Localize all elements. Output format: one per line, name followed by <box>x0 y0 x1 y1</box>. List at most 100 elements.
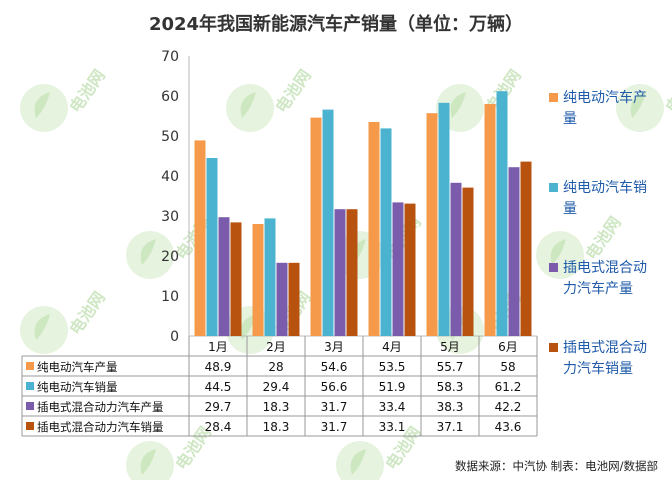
table-cell: 18.3 <box>263 400 290 414</box>
bar <box>520 161 532 336</box>
bar <box>438 102 450 336</box>
bar <box>194 140 206 336</box>
bar <box>426 113 438 336</box>
legend-label: 量 <box>563 111 577 127</box>
x-tick-label: 1月 <box>208 340 228 354</box>
legend-swatch <box>549 343 558 352</box>
source-note: 数据来源：中汽协 制表：电池网/数据部 <box>455 459 658 473</box>
watermark-leaf <box>350 449 366 475</box>
legend-swatch <box>549 183 558 192</box>
table-cell: 48.9 <box>205 360 232 374</box>
y-tick-label: 20 <box>161 249 179 265</box>
x-tick-label: 4月 <box>382 340 402 354</box>
y-tick-label: 40 <box>161 169 179 185</box>
bar <box>276 262 288 336</box>
watermark-logo: 电池网 <box>226 66 315 132</box>
plot-area: 0 10 20 30 40 50 60 70 <box>161 49 537 345</box>
table-cell: 28 <box>268 360 283 374</box>
watermark-leaf <box>240 314 256 340</box>
table-cell: 31.7 <box>321 400 348 414</box>
legend-label: 插电式混合动 <box>563 260 647 276</box>
table-row-swatch <box>26 362 34 370</box>
y-tick-label: 50 <box>161 129 179 145</box>
bar <box>380 128 392 336</box>
watermark-text: 电池网 <box>66 66 109 116</box>
legend-label: 纯电动汽车销 <box>563 179 647 196</box>
watermark-leaf <box>34 314 50 340</box>
watermark-leaf <box>140 449 156 475</box>
table-cell: 37.1 <box>437 420 464 434</box>
table-cell: 55.7 <box>437 360 464 374</box>
table-row-label: 插电式混合动力汽车销量 <box>37 420 164 434</box>
bar <box>334 209 346 336</box>
bar <box>206 158 218 336</box>
table-cell: 42.2 <box>495 400 522 414</box>
watermark-leaf <box>550 239 566 265</box>
bar <box>346 209 358 336</box>
table-cell: 33.1 <box>379 420 406 434</box>
table-cell: 56.6 <box>321 380 348 394</box>
table-cell: 58.3 <box>437 380 464 394</box>
watermark-circle <box>20 306 68 354</box>
x-tick-label: 3月 <box>324 340 344 354</box>
bar <box>496 91 508 336</box>
bar <box>252 224 264 336</box>
bar <box>288 262 300 336</box>
watermark-leaf <box>34 92 50 118</box>
bar <box>450 182 462 336</box>
x-tick-label: 5月 <box>440 340 460 354</box>
bar <box>368 122 380 336</box>
table-cell: 33.4 <box>379 400 406 414</box>
y-tick-label: 0 <box>170 329 179 345</box>
table-row-label: 纯电动汽车产量 <box>37 360 118 374</box>
chart-title: 2024年我国新能源汽车产销量（单位：万辆） <box>149 13 523 35</box>
table-cell: 61.2 <box>495 380 522 394</box>
table-cell: 51.9 <box>379 380 406 394</box>
bar <box>392 202 404 336</box>
table-cell: 53.5 <box>379 360 406 374</box>
table-cell: 43.6 <box>495 420 522 434</box>
legend-label: 力汽车产量 <box>563 280 633 297</box>
table-cell: 18.3 <box>263 420 290 434</box>
bar <box>462 187 474 336</box>
x-tick-label: 6月 <box>498 340 518 354</box>
legend-label: 插电式混合动 <box>563 340 647 356</box>
table-cell: 31.7 <box>321 420 348 434</box>
bar <box>322 109 334 336</box>
bar <box>484 104 496 336</box>
watermark-leaf <box>630 92 646 118</box>
watermark-text: 电池网 <box>66 288 109 338</box>
x-tick-label: 2月 <box>266 340 286 354</box>
legend-label: 量 <box>563 201 577 217</box>
table-cell: 44.5 <box>205 380 232 394</box>
watermark-circle <box>226 84 274 132</box>
watermark-leaf <box>450 92 466 118</box>
legend-label: 纯电动汽车产 <box>563 89 647 106</box>
table-cell: 28.4 <box>205 420 232 434</box>
watermark-logo: 电池网 <box>20 66 109 132</box>
bar <box>218 217 230 336</box>
watermark-text: 电池网 <box>582 213 625 263</box>
y-tick-label: 70 <box>161 49 179 65</box>
table-cell: 29.7 <box>205 400 232 414</box>
table-row-label: 插电式混合动力汽车产量 <box>37 400 164 414</box>
watermark-circle <box>616 84 664 132</box>
table-row-swatch <box>26 422 34 430</box>
table-row-swatch <box>26 402 34 410</box>
watermark-circle <box>536 231 584 279</box>
y-tick-label: 60 <box>161 89 179 105</box>
y-tick-label: 30 <box>161 209 179 225</box>
legend-swatch <box>549 93 558 102</box>
legend-label: 力汽车销量 <box>563 360 633 377</box>
table-row-label: 纯电动汽车销量 <box>37 380 118 394</box>
table-cell: 29.4 <box>263 380 290 394</box>
watermark-circle <box>20 84 68 132</box>
watermark-leaf <box>140 239 156 265</box>
table-cell: 58 <box>500 360 515 374</box>
y-tick-label: 10 <box>161 289 179 305</box>
table-row-swatch <box>26 382 34 390</box>
watermark-circle <box>126 231 174 279</box>
